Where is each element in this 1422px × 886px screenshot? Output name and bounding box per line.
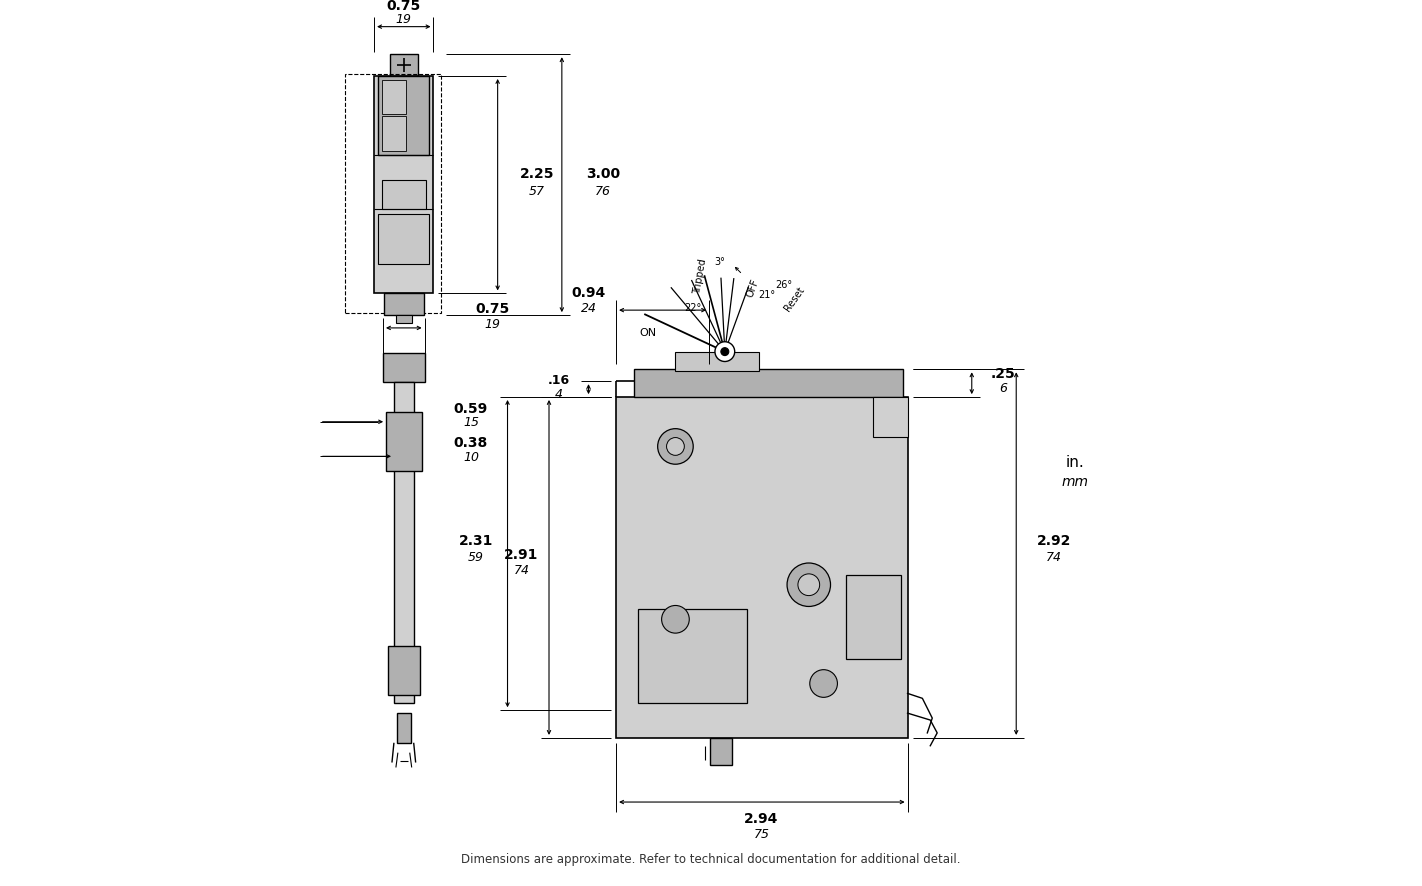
- Circle shape: [667, 438, 684, 455]
- Bar: [616, 398, 907, 738]
- Bar: [383, 81, 405, 114]
- Text: 0.75: 0.75: [475, 302, 510, 315]
- Text: Reset: Reset: [782, 284, 806, 313]
- Text: 19: 19: [395, 13, 412, 27]
- Text: .16: .16: [547, 373, 570, 386]
- Text: 4: 4: [555, 387, 563, 400]
- Text: Dimensions are approximate. Refer to technical documentation for additional deta: Dimensions are approximate. Refer to tec…: [461, 851, 961, 865]
- Circle shape: [786, 563, 830, 607]
- Bar: [846, 575, 900, 659]
- Text: 2.25: 2.25: [520, 167, 555, 181]
- Bar: [710, 738, 732, 766]
- Text: 0.59: 0.59: [454, 401, 488, 416]
- Text: ON: ON: [640, 328, 657, 338]
- Text: Tripped: Tripped: [693, 258, 708, 295]
- Bar: [634, 370, 903, 398]
- Text: mm: mm: [1062, 475, 1089, 488]
- Bar: [385, 412, 421, 471]
- Text: 10: 10: [464, 450, 479, 463]
- Text: OFF: OFF: [745, 276, 761, 298]
- Circle shape: [721, 348, 729, 356]
- Text: 3.00: 3.00: [586, 167, 620, 181]
- Text: in.: in.: [1066, 455, 1085, 470]
- Text: 19: 19: [485, 318, 501, 331]
- Text: 57: 57: [529, 185, 545, 198]
- Bar: [383, 354, 425, 383]
- Bar: [388, 646, 419, 696]
- Text: 74: 74: [1045, 550, 1062, 563]
- Bar: [873, 398, 907, 437]
- Text: 59: 59: [468, 550, 483, 563]
- Text: 2.94: 2.94: [744, 811, 779, 825]
- Circle shape: [798, 574, 819, 596]
- Text: 76: 76: [596, 185, 611, 198]
- Bar: [675, 353, 759, 372]
- Text: 26°: 26°: [775, 280, 792, 290]
- Bar: [378, 77, 429, 156]
- Bar: [390, 55, 418, 77]
- Text: 0.75: 0.75: [387, 0, 421, 13]
- Text: 2.91: 2.91: [505, 548, 539, 562]
- Text: 2.31: 2.31: [459, 533, 493, 548]
- Circle shape: [715, 342, 735, 362]
- Bar: [383, 116, 405, 152]
- Text: 3°: 3°: [714, 256, 725, 267]
- Bar: [378, 215, 429, 264]
- Text: 0.94: 0.94: [572, 286, 606, 300]
- Bar: [383, 181, 425, 210]
- Text: 75: 75: [754, 828, 769, 840]
- Text: .25: .25: [991, 367, 1015, 381]
- Bar: [374, 77, 434, 294]
- Text: 6: 6: [1000, 381, 1007, 394]
- Bar: [395, 315, 412, 323]
- Text: 74: 74: [513, 563, 529, 577]
- Bar: [344, 75, 441, 314]
- Bar: [638, 610, 747, 703]
- Text: 24: 24: [580, 301, 596, 315]
- Circle shape: [809, 670, 838, 697]
- Text: 2.92: 2.92: [1037, 533, 1071, 548]
- Text: 15: 15: [464, 416, 479, 429]
- Text: 21°: 21°: [758, 290, 775, 300]
- Circle shape: [657, 429, 693, 464]
- Bar: [394, 383, 414, 703]
- Bar: [384, 294, 424, 315]
- Text: 0.38: 0.38: [454, 436, 488, 450]
- Circle shape: [661, 606, 690, 633]
- Text: 22°: 22°: [684, 303, 702, 313]
- Bar: [397, 713, 411, 743]
